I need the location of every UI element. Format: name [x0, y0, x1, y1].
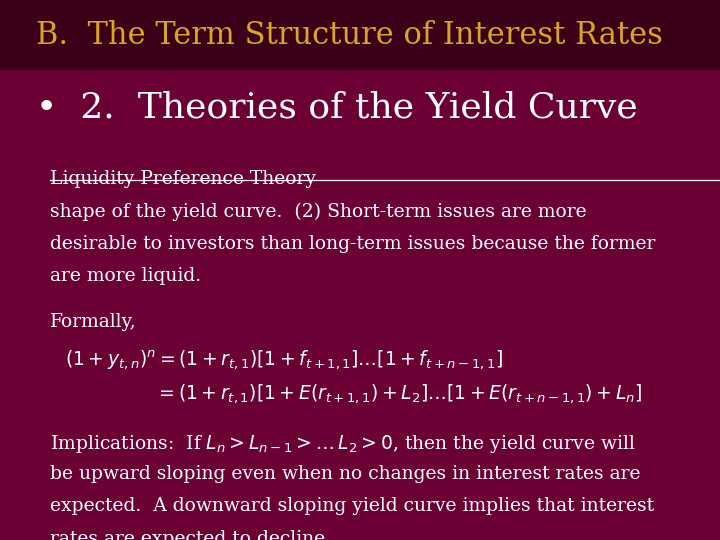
Text: desirable to investors than long-term issues because the former: desirable to investors than long-term is…: [50, 235, 656, 253]
FancyBboxPatch shape: [0, 0, 720, 70]
Text: Formally,: Formally,: [50, 313, 137, 330]
Text: are more liquid.: are more liquid.: [50, 267, 202, 285]
Text: •  2.  Theories of the Yield Curve: • 2. Theories of the Yield Curve: [36, 91, 638, 125]
Text: $(1 + y_{t,n})^n = (1 + r_{t,1})[1 + f_{t+1,1}]\ldots[1 + f_{t+n-1,1}]$: $(1 + y_{t,n})^n = (1 + r_{t,1})[1 + f_{…: [65, 348, 503, 372]
Text: expected.  A downward sloping yield curve implies that interest: expected. A downward sloping yield curve…: [50, 497, 654, 515]
Text: $= (1 + r_{t,1})[1 + E(r_{t+1,1}) + L_2]\ldots[1 + E(r_{t+n-1,1}) + L_n]$: $= (1 + r_{t,1})[1 + E(r_{t+1,1}) + L_2]…: [155, 382, 642, 405]
Text: B.  The Term Structure of Interest Rates: B. The Term Structure of Interest Rates: [36, 19, 663, 51]
Text: shape of the yield curve.  (2) Short-term issues are more: shape of the yield curve. (2) Short-term…: [50, 202, 587, 221]
Text: be upward sloping even when no changes in interest rates are: be upward sloping even when no changes i…: [50, 465, 641, 483]
Text: Implications:  If $L_n > L_{n-1} > \ldots\: L_2 > 0$, then the yield curve will: Implications: If $L_n > L_{n-1} > \ldots…: [50, 433, 636, 455]
Text: Liquidity Preference Theory: Liquidity Preference Theory: [50, 170, 316, 188]
Text: rates are expected to decline.: rates are expected to decline.: [50, 530, 331, 540]
